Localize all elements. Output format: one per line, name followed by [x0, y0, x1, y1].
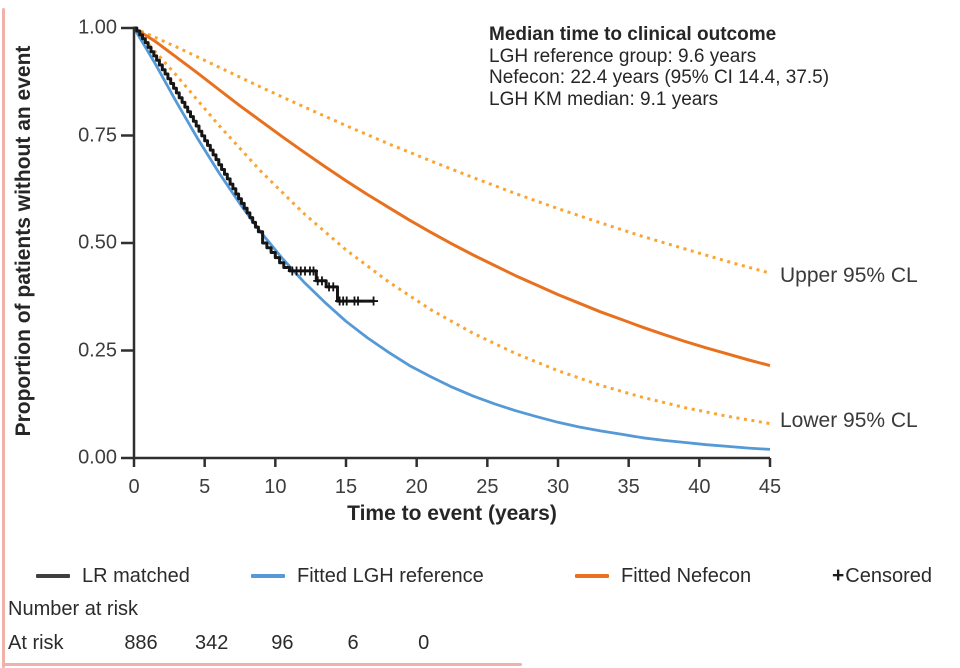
x-tick-label: 35 — [617, 476, 640, 498]
legend-item-censored: + Censored — [832, 560, 932, 592]
at-risk-count: 342 — [194, 632, 229, 654]
legend-item-fitted-lgh: Fitted LGH reference — [251, 560, 484, 592]
legend-item-fitted-nefecon: Fitted Nefecon — [575, 560, 751, 592]
x-tick-label: 45 — [758, 476, 782, 498]
y-tick-label: 0.50 — [78, 231, 117, 254]
legend: LR matched Fitted LGH reference Fitted N… — [0, 560, 960, 592]
fitted-nefecon-line-swatch-icon — [575, 574, 609, 578]
x-axis-title: Time to event (years) — [347, 502, 557, 525]
censor-mark-icon — [317, 276, 327, 286]
x-tick-label: 5 — [199, 476, 211, 498]
x-tick-label: 40 — [688, 476, 711, 498]
number-at-risk-header: Number at risk — [8, 598, 139, 620]
legend-label-lr-matched: LR matched — [82, 564, 190, 587]
censored-plus-icon: + — [832, 564, 845, 587]
legend-label-fitted-nefecon: Fitted Nefecon — [621, 564, 752, 587]
annotation-line-lgh-reference: LGH reference group: 9.6 years — [489, 45, 757, 67]
x-tick-label: 20 — [405, 476, 428, 498]
x-tick-label: 30 — [546, 476, 570, 498]
censor-mark-icon — [353, 296, 363, 306]
censor-mark-icon — [328, 282, 338, 292]
curve-fitted-nefecon — [133, 26, 771, 368]
curve-lr-matched — [134, 26, 375, 303]
x-tick-label: 15 — [334, 476, 358, 498]
legend-label-censored: Censored — [845, 564, 932, 587]
censor-mark-icon — [308, 266, 318, 276]
at-risk-count: 886 — [124, 632, 158, 654]
annotation-line-nefecon: Nefecon: 22.4 years (95% CI 14.4, 37.5) — [489, 67, 830, 89]
at-risk-row-label: At risk — [8, 632, 64, 654]
median-annotation-block: Median time to clinical outcome LGH refe… — [489, 24, 829, 111]
y-axis-title: Proportion of patients without an event — [12, 45, 35, 437]
annotation-title: Median time to clinical outcome — [489, 24, 777, 45]
legend-label-fitted-lgh: Fitted LGH reference — [297, 564, 484, 587]
at-risk-count: 96 — [271, 632, 294, 654]
censor-mark-icon — [369, 296, 379, 306]
survival-plot-canvas — [121, 26, 772, 467]
lower-cl-label: Lower 95% CL — [780, 409, 918, 432]
fitted-lgh-line-swatch-icon — [251, 574, 285, 578]
legend-item-lr-matched: LR matched — [36, 560, 190, 592]
page-edge-left — [2, 8, 5, 668]
x-tick-label: 25 — [476, 476, 499, 498]
y-tick-label: 1.00 — [78, 16, 117, 39]
at-risk-count: 6 — [347, 632, 359, 654]
at-risk-count: 0 — [418, 632, 430, 654]
x-tick-label: 0 — [128, 476, 140, 498]
x-tick-label: 10 — [264, 476, 287, 498]
page-edge-bottom — [2, 663, 522, 666]
y-tick-label: 0.00 — [78, 446, 117, 469]
upper-cl-label: Upper 95% CL — [780, 264, 918, 287]
curve-upper-95-cl — [133, 26, 771, 275]
annotation-line-lgh-km: LGH KM median: 9.1 years — [489, 89, 719, 111]
censor-mark-icon — [342, 296, 352, 306]
lr-matched-line-swatch-icon — [36, 574, 70, 578]
y-tick-label: 0.75 — [78, 124, 117, 146]
curve-lower-95-cl — [132, 26, 771, 426]
y-tick-label: 0.25 — [78, 339, 117, 361]
